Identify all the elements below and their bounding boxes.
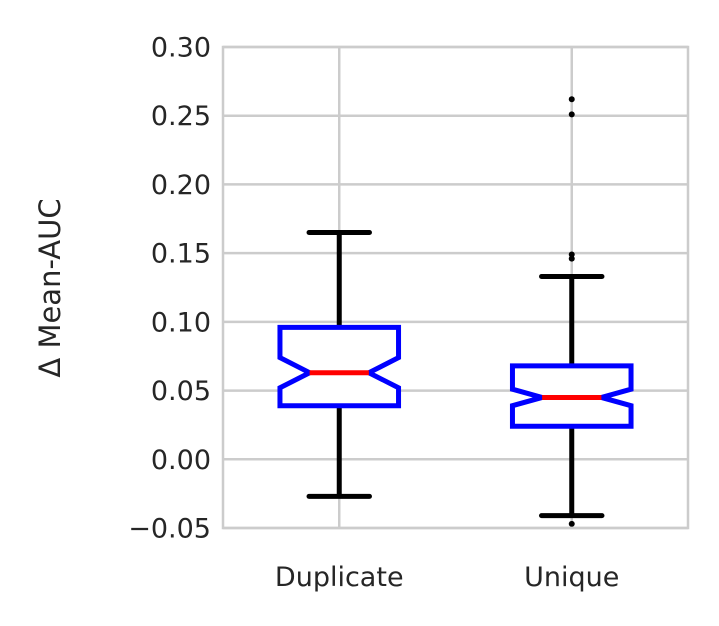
axes: 0.30 0.25 0.20 0.15 0.10 0.05 0.00 −0.05 Duplica… [128, 33, 619, 594]
y-tick-label: 0.25 [151, 101, 211, 132]
plot-area [277, 96, 634, 527]
x-tick-label: Unique [524, 562, 619, 593]
y-tick-label: 0.05 [151, 376, 211, 407]
box-unique [509, 96, 634, 527]
flier-point [568, 96, 575, 103]
y-tick-label: 0.30 [151, 33, 211, 64]
y-tick-label: 0.15 [151, 239, 211, 270]
y-tick-label: 0.10 [151, 307, 211, 338]
y-tick-label: 0.20 [151, 170, 211, 201]
flier-point [568, 520, 575, 527]
plot-frame [221, 45, 690, 530]
notched-box [277, 324, 402, 409]
box-duplicate [277, 230, 402, 499]
y-tick-label: 0.00 [151, 445, 211, 476]
flier-point [568, 255, 575, 262]
flier-point [568, 111, 575, 118]
x-tick-label: Duplicate [275, 562, 404, 593]
grid [223, 45, 688, 530]
flier-point [568, 251, 575, 258]
y-axis-label: Δ Mean-AUC [33, 198, 67, 377]
y-tick-label: −0.05 [128, 514, 211, 545]
